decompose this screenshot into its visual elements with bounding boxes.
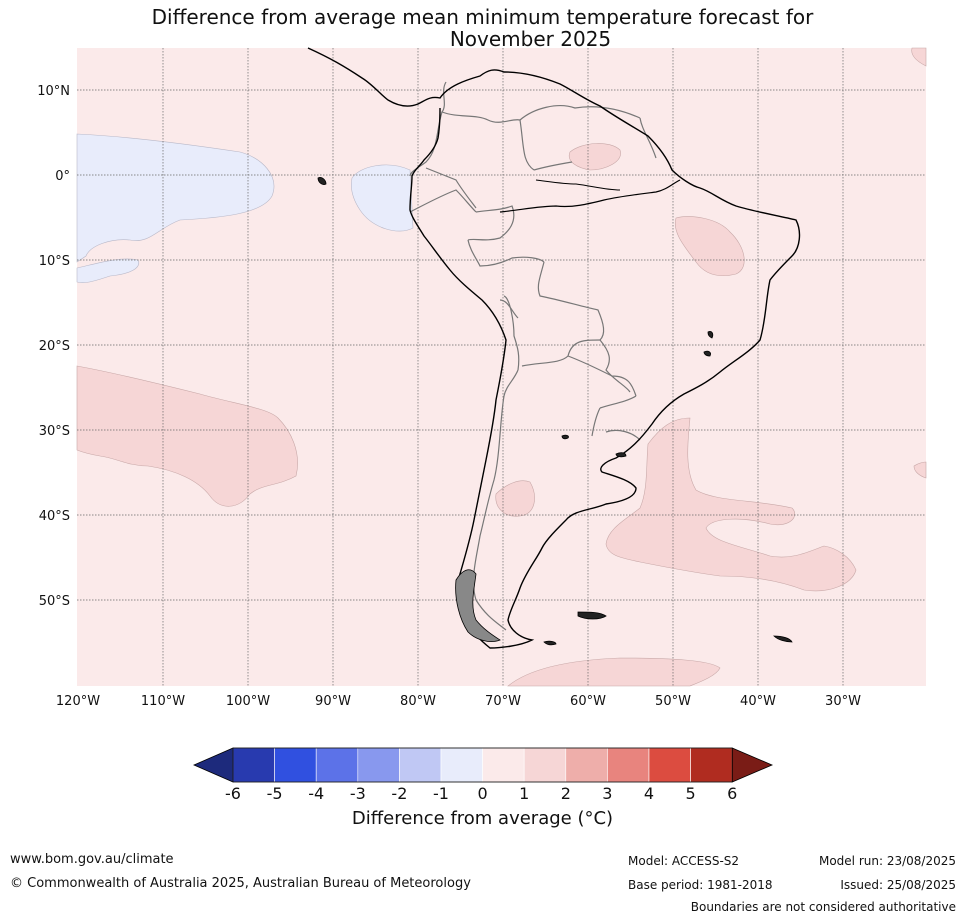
lon-label: 110°W [141, 694, 185, 709]
cool-anomaly-region [350, 164, 414, 232]
amazon-river [499, 179, 681, 213]
colorbar-label: Difference from average (°C) [351, 808, 614, 829]
lon-label: 50°W [655, 694, 691, 709]
lat-label: 10°S [39, 254, 70, 269]
colorbar-tick-label: -5 [267, 784, 283, 803]
colorbar-tick-label: 1 [519, 784, 529, 803]
chile-fjords [455, 569, 501, 642]
footer-disclaimer: Boundaries are not considered authoritat… [690, 900, 956, 914]
lon-label: 100°W [226, 694, 270, 709]
lon-label: 40°W [740, 694, 776, 709]
lon-label: 30°W [825, 694, 861, 709]
colorbar-tick-label: -4 [308, 784, 324, 803]
lat-label: 50°S [39, 594, 70, 609]
map-title-line2: November 2025 [449, 27, 612, 51]
cool-anomaly-region [76, 258, 140, 284]
colorbar-segment [648, 747, 691, 783]
colorbar-segment [440, 747, 483, 783]
lon-label: 60°W [570, 694, 606, 709]
colorbar: -6 -5 -4 -3 -2 -1 0 1 2 3 4 5 6 [192, 747, 774, 803]
footer-url[interactable]: www.bom.gov.au/climate [10, 852, 174, 867]
colorbar-tick-label: 6 [727, 784, 737, 803]
colorbar-segment [482, 747, 525, 783]
footer-copyright: © Commonwealth of Australia 2025, Austra… [10, 876, 471, 891]
lat-label: 0° [55, 169, 70, 184]
lat-label: 40°S [39, 509, 70, 524]
colorbar-segment [274, 747, 317, 783]
colorbar-outline [232, 747, 733, 783]
country-borders [409, 81, 657, 631]
lat-label: 20°S [39, 339, 70, 354]
colorbar-tick-label: -2 [391, 784, 407, 803]
lon-label: 70°W [485, 694, 521, 709]
warm-anomaly-region [568, 143, 621, 171]
warm-anomaly-region [674, 216, 745, 277]
lon-label: 120°W [56, 694, 100, 709]
islands [317, 177, 793, 646]
map-title-line1: Difference from average mean minimum tem… [151, 5, 814, 29]
warm-anomaly-region [76, 365, 298, 507]
warm-anomaly-region [913, 461, 927, 479]
cool-anomaly-region [76, 133, 275, 263]
colorbar-segment [232, 747, 275, 783]
colorbar-tick-label: 0 [478, 784, 488, 803]
warm-anomaly-region [495, 480, 535, 517]
colorbar-tick-label: -3 [350, 784, 366, 803]
colorbar-under-triangle [192, 747, 234, 783]
orinoco-river [535, 179, 621, 191]
lon-label: 90°W [315, 694, 351, 709]
colorbar-tick-label: 4 [644, 784, 654, 803]
colorbar-tick-label: -6 [225, 784, 241, 803]
south-america-coastline [307, 47, 801, 649]
colorbar-segment [315, 747, 359, 783]
footer-base-period: Base period: 1981-2018 [628, 878, 773, 892]
colorbar-tick-label: 3 [602, 784, 612, 803]
graticule [77, 48, 926, 686]
colorbar-over-triangle [731, 747, 774, 783]
footer-issued: Issued: 25/08/2025 [840, 878, 956, 892]
warm-anomaly-region [605, 417, 857, 592]
footer-model: Model: ACCESS-S2 [628, 854, 740, 868]
colorbar-tick-label: -1 [433, 784, 449, 803]
colorbar-tick-label: 5 [686, 784, 696, 803]
warm-anomaly-region [911, 47, 927, 67]
colorbar-segment [523, 747, 567, 783]
lon-label: 80°W [400, 694, 436, 709]
lat-label: 30°S [39, 424, 70, 439]
warm-anomaly-region [507, 657, 721, 687]
colorbar-segment [690, 747, 733, 783]
colorbar-segment [607, 747, 650, 783]
colorbar-tick-label: 2 [561, 784, 571, 803]
footer-model-run: Model run: 23/08/2025 [818, 854, 956, 868]
colorbar-segment [565, 747, 608, 783]
colorbar-segment [357, 747, 400, 783]
colorbar-segment [399, 747, 442, 783]
lat-label: 10°N [37, 84, 70, 99]
